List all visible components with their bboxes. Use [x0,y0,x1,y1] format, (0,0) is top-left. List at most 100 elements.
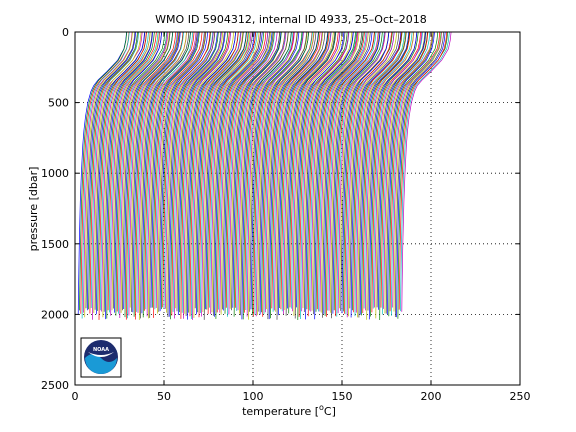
temperature-profile-line [315,31,364,312]
temperature-profile-line [380,31,429,308]
temperature-profile-line [401,31,452,312]
temperature-profile-line [136,31,184,312]
temperature-profile-line [163,31,214,309]
temperature-profile-line [302,31,353,309]
temperature-profile-line [284,31,334,311]
temperature-profile-line [305,31,354,320]
temperature-profile-line [340,31,390,311]
temperature-profile-line [341,31,390,314]
temperature-profile-line [179,31,229,313]
temperature-profile-line [127,31,178,319]
temperature-profile-line [135,31,184,320]
temperature-profile-line [309,31,357,311]
temperature-profile-line [281,31,331,312]
temperature-profile-line [140,31,190,319]
temperature-profile-line [337,31,386,314]
temperature-profile-line [81,31,130,319]
temperature-profile-line [101,31,151,312]
temperature-profile-line [267,31,317,320]
temperature-profile-line [289,31,339,308]
temperature-profile-line [193,31,244,318]
temperature-profile-line [170,31,219,320]
x-tick-label: 250 [510,390,531,403]
temperature-profile-line [187,31,236,320]
temperature-profile-line [349,31,400,309]
temperature-profile-line [367,31,418,311]
temperature-profile-line [371,31,422,313]
temperature-profile-line [209,31,258,308]
temperature-profile-line [162,31,211,308]
temperature-profile-line [99,31,149,311]
temperature-profile-line [306,31,356,310]
temperature-profile-line [138,31,187,320]
temperature-profile-line [251,31,303,316]
temperature-profile-line [189,31,239,317]
temperature-profile-line [261,31,310,313]
temperature-profile-line [387,31,435,315]
temperature-profile-line [167,31,216,318]
temperature-profile-line [114,31,163,313]
temperature-profile-line [196,31,247,315]
temperature-profile-line [83,31,133,313]
x-tick-label: 100 [243,390,264,403]
temperature-profile-line [288,31,336,314]
temperature-profile-line [237,31,287,311]
temperature-profile-line [77,31,127,315]
temperature-profile-line [168,31,218,317]
temperature-profile-line [158,31,207,312]
temperature-profile-line [133,31,184,317]
temperature-profile-line [383,31,433,309]
axes-background [75,32,520,385]
temperature-profile-line [194,31,244,309]
temperature-profile-line [118,31,168,314]
temperature-profile-line [103,31,153,312]
temperature-profile-line [318,31,367,312]
temperature-profile-line [105,31,154,320]
temperature-profile-line [366,31,414,320]
temperature-profile-line [159,31,209,312]
temperature-profile-line [258,31,308,312]
temperature-profile-line [79,31,128,311]
temperature-profile-line [354,31,405,317]
temperature-profile-line [225,31,275,308]
temperature-profile-line [124,31,174,318]
temperature-profile-line [388,31,439,317]
temperature-profile-line [368,31,418,320]
temperature-profile-line [210,31,261,314]
temperature-profile-line [326,31,375,317]
temperature-profile-line [357,31,406,318]
temperature-profile-line [205,31,255,310]
temperature-profile-line [80,31,130,314]
temperature-profile-line [219,31,269,313]
temperature-profile-line [385,31,434,314]
temperature-profile-line [128,31,179,316]
temperature-profile-line [378,31,426,310]
temperature-profile-line [197,31,247,313]
temperature-profile-line [89,31,139,314]
temperature-profile-line [280,31,330,310]
x-tick-label: 150 [332,390,353,403]
temperature-profile-line [214,31,263,317]
temperature-profile-line [331,31,381,319]
temperature-profile-line [142,31,191,318]
temperature-profile-line [148,31,198,319]
temperature-profile-line [84,31,133,318]
temperature-profile-line [144,31,195,311]
temperature-profile-line [293,31,343,316]
temperature-profile-line [297,31,348,321]
temperature-profile-line [332,31,381,314]
temperature-profile-line [353,31,402,313]
temperature-profile-line [112,31,162,309]
temperature-profile-line [298,31,349,317]
x-tick-label: 0 [72,390,79,403]
temperature-profile-line [336,31,385,317]
temperature-profile-line [316,31,365,310]
temperature-profile-line [93,31,142,314]
temperature-profile-line [249,31,298,312]
temperature-profile-line [192,31,242,320]
temperature-profile-line [233,31,282,317]
temperature-profile-line [240,31,289,316]
temperature-profile-line [180,31,230,319]
